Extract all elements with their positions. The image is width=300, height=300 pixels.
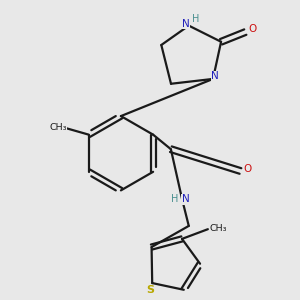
Text: CH₃: CH₃ [209,224,227,233]
Text: O: O [243,164,252,174]
Text: N: N [211,71,219,81]
Text: H: H [170,194,178,204]
Text: O: O [249,25,257,34]
Text: N: N [182,194,189,204]
Text: CH₃: CH₃ [49,123,67,132]
Text: H: H [192,14,200,23]
Text: S: S [147,285,154,295]
Text: N: N [182,19,189,29]
